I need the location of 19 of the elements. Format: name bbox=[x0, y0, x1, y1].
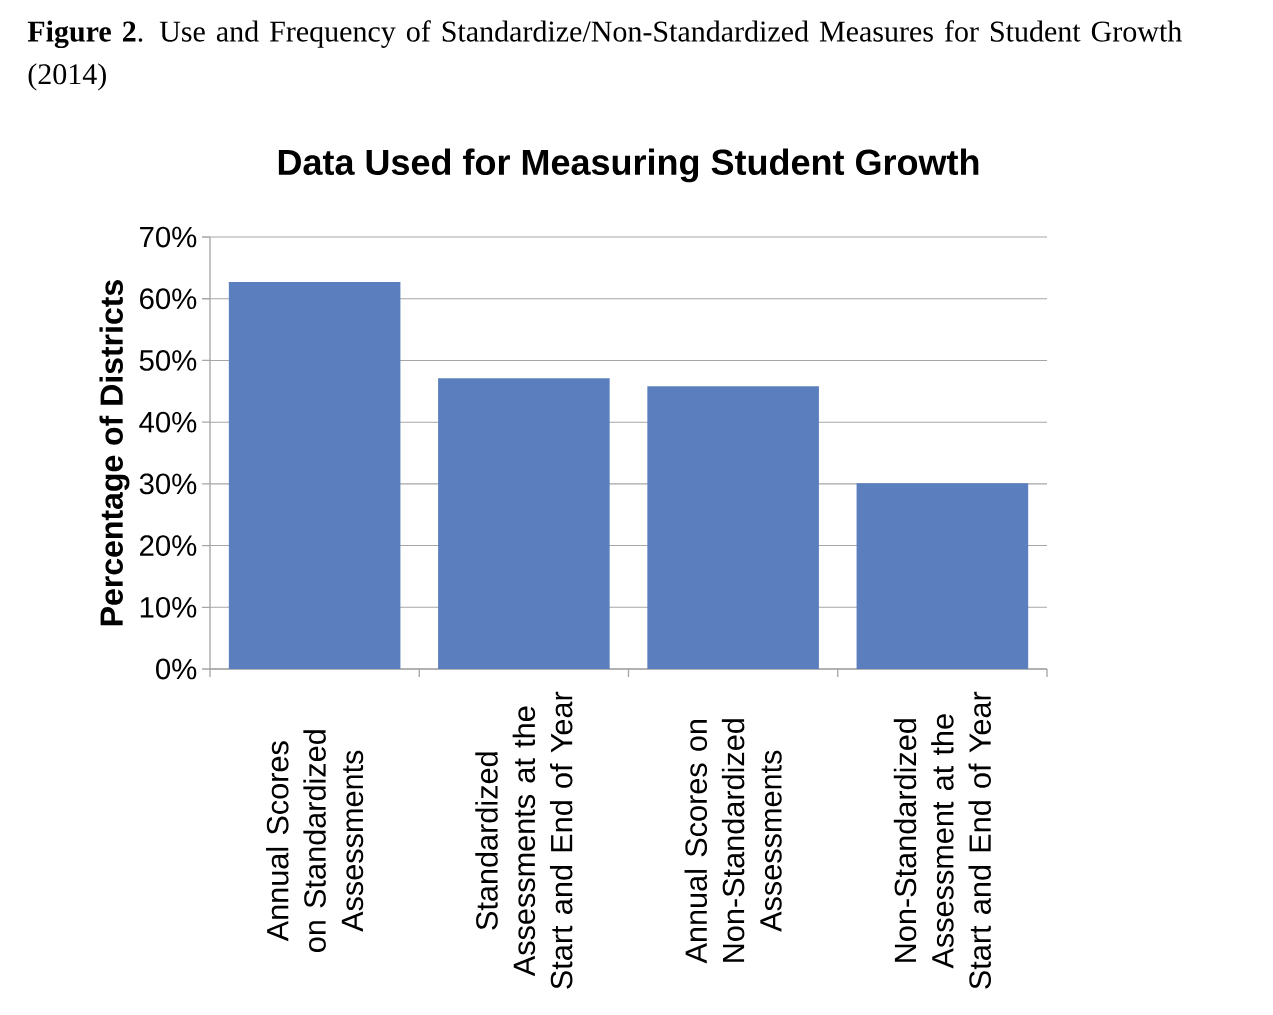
bar bbox=[856, 483, 1029, 670]
y-tick-label: 0% bbox=[156, 658, 197, 680]
chart-title: Data Used for Measuring Student Growth bbox=[278, 148, 979, 183]
y-tick-label: 70% bbox=[140, 226, 197, 248]
x-tick-label: Annual Scores on Standardized Assessments bbox=[266, 730, 364, 952]
y-tick-label: 10% bbox=[140, 596, 197, 618]
y-tick-label: 30% bbox=[139, 473, 197, 495]
y-axis-title: Percentage of Districts bbox=[99, 280, 130, 626]
x-tick-label: Standardized Assessments at the Start and End of Year bbox=[475, 691, 573, 989]
bar bbox=[647, 386, 819, 670]
x-tick-label: Annual Scores on Non-Standardized Assessments bbox=[684, 719, 782, 964]
y-tick-label: 60% bbox=[140, 288, 197, 310]
y-tick-label: 20% bbox=[140, 535, 197, 556]
text: Figure 2. Use and Frequency of Standardize/Non-Standardized Measures for Student Growth (2014) bbox=[27, 20, 1182, 91]
y-tick-label: 40% bbox=[139, 411, 197, 433]
x-tick-label: Non-Standardized Assessment at the Start and End of Year bbox=[893, 691, 991, 989]
bar bbox=[228, 282, 401, 670]
bar bbox=[438, 378, 610, 670]
y-tick-label: 50% bbox=[139, 350, 197, 371]
